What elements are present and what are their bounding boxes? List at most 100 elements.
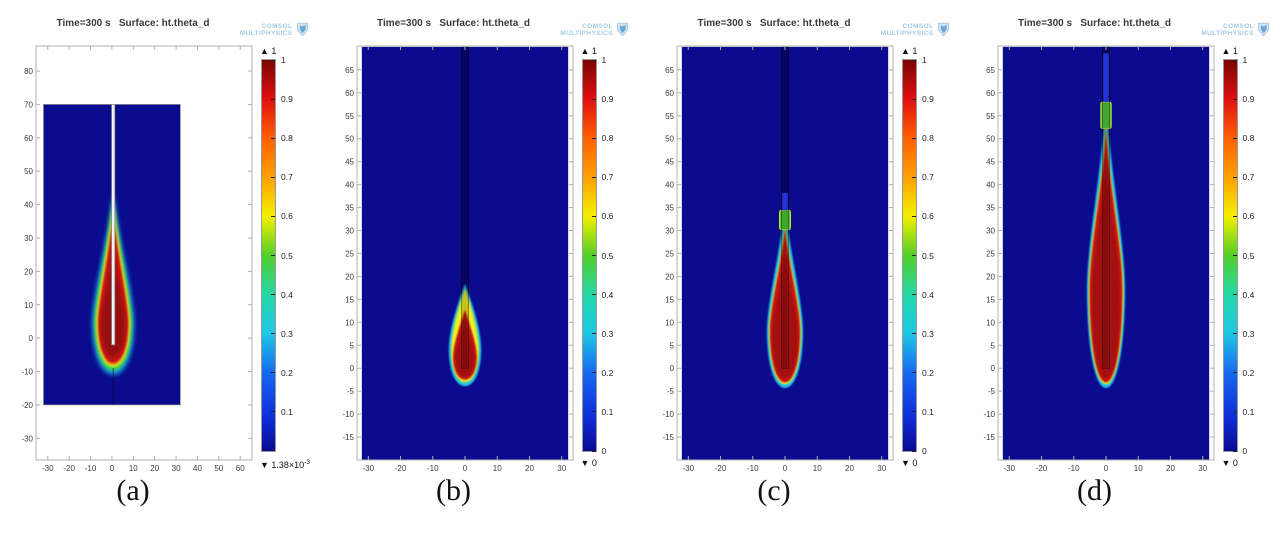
x-tick-label: -20 (394, 464, 406, 473)
logo-line1: COMSOL (582, 22, 613, 30)
colorbar-tick-label: 0 (1242, 446, 1248, 456)
colorbar: ▲ 1 1 0.9 0.8 0.7 0.6 0.5 0.4 0.3 0.2 0.1 0 ▼ 0 (1222, 44, 1280, 470)
y-tick-label: 35 (345, 204, 354, 213)
x-tick-label: 50 (214, 464, 223, 473)
colorbar: ▲ 1 1 0.9 0.8 0.7 0.6 0.5 0.4 0.3 0.2 0.1 0 ▼ 0 (581, 44, 639, 470)
colorbar-tick (912, 372, 916, 374)
colorbar-tick (271, 176, 275, 178)
logo-line2: MULTIPHYSICS (1201, 29, 1254, 37)
y-tick-label: 60 (345, 89, 354, 98)
colorbar-tick-label: 0.5 (281, 250, 293, 261)
axis-ticks: -30 -20 -10 0 10 20 30656055504540353025201510… (342, 46, 573, 473)
colorbar: ▲ 1 1 0.9 0.8 0.7 0.6 0.5 0.4 0.3 0.2 0.1 0 ▼ 0 (901, 44, 959, 470)
y-tick-label: 10 (665, 318, 674, 327)
colorbar-tick-label: 0.2 (1242, 367, 1255, 378)
axis-ticks: -30 -20 -10 0 10 20 30656055504540353025201510… (662, 46, 893, 473)
x-tick-label: 30 (172, 464, 181, 473)
y-tick-label: 5 (670, 341, 675, 350)
plot-title: Time=300 s Surface: ht.theta_d (697, 18, 851, 29)
comsol-logo: COMSOL MULTIPHYSICS (560, 22, 629, 37)
y-tick-label: 60 (665, 89, 674, 98)
x-tick-label: -30 (1003, 464, 1015, 473)
colorbar-tick (591, 372, 596, 374)
colorbar-gradient: 1 0.9 0.8 0.7 0.6 0.5 0.4 0.3 0.2 0.1 0 (902, 55, 934, 456)
x-tick-label: 20 (150, 464, 159, 473)
x-tick-label: 0 (783, 464, 788, 473)
y-tick-label: 35 (665, 204, 674, 213)
surface-plot: -30 -20 -10 0 10 20 30656055504540353025201510… (983, 45, 1214, 473)
x-tick-label: 20 (1166, 464, 1175, 473)
colorbar-tick-label: 0.6 (601, 211, 614, 222)
colorbar-tick (1232, 98, 1237, 100)
x-tick-label: 10 (1133, 464, 1142, 473)
colorbar-tick (912, 255, 916, 256)
panel-b: Time=300 s Surface: ht.theta_d COMSOL MU… (321, 0, 642, 547)
colorbar-tick (912, 176, 916, 178)
panel-caption: (b) (436, 474, 471, 507)
colorbar-gradient: 1 0.9 0.8 0.7 0.6 0.5 0.4 0.3 0.2 0.1 (261, 55, 293, 452)
colorbar-tick (912, 137, 916, 139)
y-tick-label: 45 (345, 158, 354, 167)
colorbar-tick-label: 0.9 (601, 94, 614, 105)
colorbar-tick-label: 0.3 (601, 328, 614, 339)
x-tick-label: 40 (193, 464, 202, 473)
colorbar-tick (912, 59, 916, 61)
y-tick-label: 60 (24, 134, 33, 143)
colorbar-tick (271, 215, 275, 217)
colorbar-tick-label: 0.3 (1242, 328, 1255, 339)
colorbar-min-label: ▼ 0 (580, 458, 597, 468)
colorbar-tick (591, 450, 596, 452)
colorbar-min-label: ▼ 1.38×10-3 (260, 459, 310, 470)
y-tick-label: 40 (665, 181, 674, 190)
colorbar-tick-label: 0.7 (1242, 172, 1255, 183)
colorbar-tick (591, 215, 596, 217)
comsol-shield-icon (1258, 22, 1269, 37)
y-tick-label: 50 (986, 135, 995, 144)
x-tick-label: 0 (1103, 464, 1108, 473)
x-tick-label: 20 (525, 464, 534, 473)
logo-line2: MULTIPHYSICS (239, 29, 293, 37)
colorbar-tick-label: 0.4 (281, 289, 293, 300)
colorbar-tick-label: 0.6 (1242, 211, 1255, 222)
y-tick-label: 20 (345, 272, 354, 281)
y-tick-label: -15 (983, 433, 995, 442)
logo-line1: COMSOL (902, 22, 934, 30)
colorbar-tick-label: 0 (601, 446, 607, 456)
colorbar-tick (271, 137, 275, 139)
y-tick-label: 0 (670, 364, 675, 373)
y-tick-label: -15 (342, 433, 354, 442)
y-tick-label: 60 (986, 89, 995, 98)
colorbar-tick-label: 1 (281, 55, 286, 65)
comsol-shield-icon (617, 22, 628, 37)
x-tick-label: -30 (683, 464, 695, 473)
colorbar-max-label: ▲ 1 (580, 46, 597, 56)
y-tick-label: 55 (986, 112, 995, 121)
colorbar-tick-label: 0.6 (281, 211, 293, 222)
needle-shaft (1101, 46, 1110, 54)
colorbar-min-label: ▼ 0 (1221, 458, 1238, 468)
panel-caption: (c) (757, 474, 791, 507)
logo-line2: MULTIPHYSICS (880, 29, 934, 37)
colorbar-tick (271, 98, 275, 100)
colorbar-tick (591, 411, 596, 413)
colorbar-tick (271, 411, 275, 413)
y-tick-label: 70 (24, 100, 33, 109)
y-tick-label: 10 (345, 318, 354, 327)
colorbar-tick (591, 98, 596, 100)
colorbar-tick-label: 0.6 (922, 211, 934, 222)
colorbar-tick-label: 0.8 (1242, 133, 1255, 144)
x-tick-label: 10 (492, 464, 501, 473)
colorbar-min-exponent: -3 (304, 459, 310, 466)
x-tick-label: 60 (236, 464, 245, 473)
colorbar-gradient: 1 0.9 0.8 0.7 0.6 0.5 0.4 0.3 0.2 0.1 0 (581, 55, 613, 456)
x-tick-label: 30 (1198, 464, 1207, 473)
x-tick-label: 10 (129, 464, 138, 473)
plot-title: Time=300 s Surface: ht.theta_d (377, 18, 530, 29)
colorbar-tick (271, 372, 275, 374)
y-tick-label: 65 (665, 66, 674, 75)
colorbar-tick-label: 0.8 (601, 133, 614, 144)
plume-layer (772, 253, 798, 379)
colorbar-tick (1232, 411, 1237, 413)
colorbar-gradient: 1 0.9 0.8 0.7 0.6 0.5 0.4 0.3 0.2 0.1 0 (1222, 55, 1254, 456)
y-tick-label: 65 (345, 66, 354, 75)
